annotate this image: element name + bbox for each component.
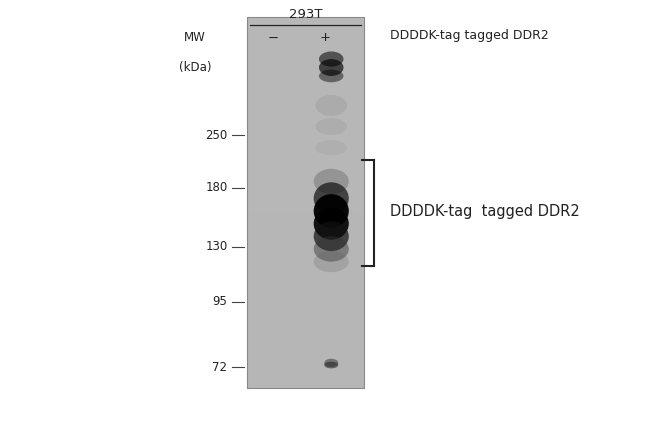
Text: 250: 250 [205, 129, 228, 141]
Bar [247, 351, 364, 360]
Ellipse shape [314, 222, 349, 251]
Bar [247, 342, 364, 351]
Bar [247, 277, 364, 286]
Text: 130: 130 [205, 241, 228, 253]
Bar [247, 286, 364, 295]
Bar [247, 54, 364, 63]
Bar [247, 17, 364, 26]
Bar [247, 370, 364, 379]
Bar [247, 212, 364, 221]
Bar [247, 305, 364, 314]
Bar [247, 63, 364, 73]
Bar [247, 203, 364, 212]
Ellipse shape [314, 182, 349, 214]
Text: 95: 95 [213, 295, 228, 308]
Bar [247, 258, 364, 268]
Ellipse shape [314, 251, 349, 272]
Ellipse shape [324, 362, 338, 368]
Bar [247, 45, 364, 54]
Text: −: − [267, 32, 279, 44]
Ellipse shape [324, 359, 338, 367]
Ellipse shape [315, 118, 347, 135]
Ellipse shape [314, 169, 349, 194]
Bar [247, 156, 364, 165]
Text: 72: 72 [213, 361, 228, 373]
Bar [247, 91, 364, 100]
Ellipse shape [319, 51, 344, 67]
Bar [247, 221, 364, 230]
FancyBboxPatch shape [247, 17, 364, 388]
Bar [247, 240, 364, 249]
Bar [247, 110, 364, 119]
Bar [247, 193, 364, 203]
Text: +: + [320, 32, 330, 44]
Bar [247, 230, 364, 240]
Bar [247, 165, 364, 175]
Text: (kDa): (kDa) [179, 61, 211, 74]
Bar [247, 26, 364, 35]
Bar [247, 379, 364, 388]
Bar [247, 249, 364, 258]
Bar [247, 184, 364, 193]
Text: MW: MW [184, 31, 206, 44]
Bar [247, 175, 364, 184]
Ellipse shape [319, 59, 344, 76]
Bar [247, 35, 364, 45]
Ellipse shape [319, 70, 344, 82]
Text: DDDDK-tag  tagged DDR2: DDDDK-tag tagged DDR2 [390, 203, 580, 219]
Bar [247, 82, 364, 91]
Bar [247, 147, 364, 156]
Bar [247, 268, 364, 277]
Bar [247, 128, 364, 138]
Bar [247, 360, 364, 370]
Text: 293T: 293T [289, 8, 322, 21]
Text: DDDDK-tag tagged DDR2: DDDDK-tag tagged DDR2 [390, 30, 549, 42]
Ellipse shape [314, 236, 349, 262]
Bar [247, 73, 364, 82]
Text: 180: 180 [205, 181, 228, 194]
Bar [247, 138, 364, 147]
Bar [247, 100, 364, 110]
Ellipse shape [315, 95, 347, 116]
Bar [247, 295, 364, 305]
Ellipse shape [314, 194, 349, 228]
Bar [247, 119, 364, 128]
Bar [247, 323, 364, 333]
Ellipse shape [314, 208, 349, 240]
Bar [247, 314, 364, 323]
Bar [247, 333, 364, 342]
Ellipse shape [315, 140, 347, 155]
